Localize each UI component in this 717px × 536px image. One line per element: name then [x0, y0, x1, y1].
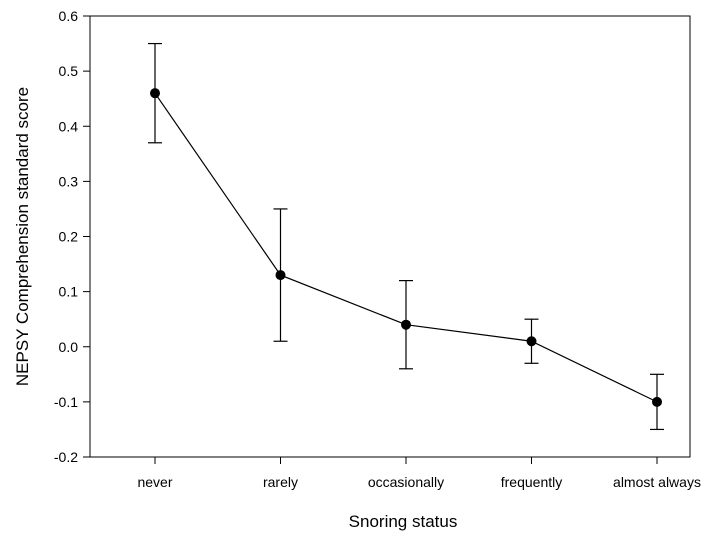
- y-axis: -0.2 -0.1 0.0 0.1 0.2 0.3 0.4 0.5 0.6: [54, 8, 90, 465]
- plot-border: [89, 15, 691, 458]
- x-tick-label: never: [137, 474, 172, 490]
- y-tick-label: 0.6: [59, 8, 79, 24]
- y-tick-label: 0.0: [59, 339, 79, 355]
- y-tick-label: 0.4: [59, 118, 79, 134]
- y-tick-label: -0.2: [54, 449, 78, 465]
- data-point: [652, 396, 662, 407]
- y-tick-label: -0.1: [54, 394, 78, 410]
- y-axis-title: NEPSY Comprehension standard score: [13, 87, 32, 386]
- plot-frame: [89, 15, 691, 458]
- data-point: [275, 270, 286, 281]
- x-axis-title: Snoring status: [349, 512, 458, 531]
- data-point: [401, 319, 411, 330]
- x-axis: never rarely occasionally frequently almost …: [137, 457, 701, 490]
- y-tick-label: 0.5: [59, 63, 79, 79]
- x-tick-label: occasionally: [368, 474, 444, 490]
- y-tick-label: 0.1: [59, 284, 79, 300]
- y-tick-label: 0.2: [59, 229, 79, 245]
- x-tick-label: frequently: [501, 474, 562, 490]
- data-point: [526, 336, 537, 347]
- data-point: [150, 88, 160, 99]
- x-tick-label: rarely: [263, 474, 298, 490]
- series-layer: [148, 42, 664, 431]
- x-tick-label: almost always: [613, 474, 701, 490]
- y-tick-label: 0.3: [59, 173, 79, 189]
